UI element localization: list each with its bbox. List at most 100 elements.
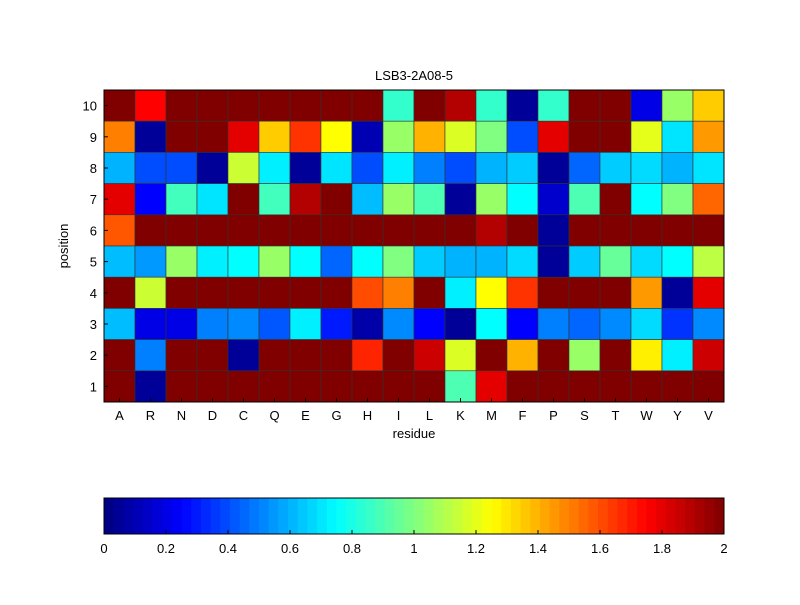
y-tick-label: 6	[90, 223, 97, 238]
colorbar-segment	[627, 498, 638, 534]
colorbar-segment	[520, 498, 531, 534]
cell-8-N	[165, 152, 198, 184]
cell-6-A	[103, 214, 136, 247]
x-tick-label: Y	[673, 408, 682, 423]
cell-1-V	[692, 370, 725, 403]
cell-5-Q	[258, 245, 291, 278]
cell-2-M	[475, 339, 508, 372]
cell-7-T	[599, 183, 632, 216]
cell-1-E	[289, 370, 322, 403]
cell-8-R	[134, 152, 167, 184]
colorbar-segment	[694, 498, 706, 534]
cell-4-A	[103, 276, 136, 309]
colorbar-segment	[714, 498, 725, 534]
y-tick-label: 10	[83, 99, 97, 114]
cell-5-P	[537, 245, 570, 278]
cell-8-A	[103, 152, 136, 184]
cell-9-Y	[661, 120, 694, 153]
cell-1-W	[630, 370, 663, 403]
y-tick-label: 4	[90, 286, 97, 301]
cell-5-L	[413, 245, 446, 278]
cell-8-Q	[258, 152, 291, 184]
colorbar-segment	[452, 498, 463, 534]
colorbar-segment	[375, 498, 386, 534]
cell-10-G	[320, 89, 353, 122]
colorbar-tick-labels: 0 0.2 0.4 0.6 0.8 1 1.2 1.4 1.6 1.8 2	[100, 530, 728, 556]
cell-5-E	[289, 245, 322, 278]
colorbar-segment	[210, 498, 221, 534]
y-axis-label: position	[56, 224, 71, 269]
colorbar-segment	[549, 498, 560, 534]
cell-10-W	[630, 89, 663, 122]
cell-8-K	[444, 152, 477, 184]
cell-3-T	[599, 308, 632, 340]
x-tick-label: F	[519, 408, 527, 423]
cell-6-E	[289, 214, 322, 247]
cell-7-Q	[258, 183, 291, 216]
colorbar-tick-label: 1.6	[591, 541, 609, 556]
cell-3-I	[382, 308, 415, 340]
cell-2-K	[444, 339, 477, 372]
cell-5-W	[630, 245, 663, 278]
cell-3-M	[475, 308, 508, 340]
colorbar-tick-label: 0.2	[157, 541, 175, 556]
cell-5-F	[506, 245, 539, 278]
cell-9-N	[165, 120, 198, 153]
cell-2-T	[599, 339, 632, 372]
cell-4-V	[692, 276, 725, 309]
cell-4-Y	[661, 276, 694, 309]
x-tick-label: L	[426, 408, 433, 423]
cell-8-P	[537, 152, 570, 184]
cell-2-E	[289, 339, 322, 372]
cell-3-Q	[258, 308, 291, 340]
x-tick-label: V	[704, 408, 713, 423]
cell-6-R	[134, 214, 167, 247]
cell-10-M	[475, 89, 508, 122]
cell-10-Y	[661, 89, 694, 122]
cell-4-D	[196, 276, 229, 309]
x-tick-label: H	[363, 408, 372, 423]
colorbar-segment	[578, 498, 589, 534]
colorbar-segment	[433, 498, 444, 534]
cell-8-V	[692, 152, 725, 184]
cell-10-S	[568, 89, 601, 122]
cell-4-L	[413, 276, 446, 309]
cell-10-P	[537, 89, 570, 122]
colorbar-segment	[278, 498, 289, 534]
cell-8-C	[227, 152, 260, 184]
cell-7-M	[475, 183, 508, 216]
colorbar-segment	[123, 498, 134, 534]
cell-2-N	[165, 339, 198, 372]
colorbar-segment	[220, 498, 231, 534]
chart-title: LSB3-2A08-5	[375, 68, 453, 83]
colorbar-segment	[607, 498, 618, 534]
cell-6-I	[382, 214, 415, 247]
y-tick-label: 5	[90, 255, 97, 270]
cell-4-P	[537, 276, 570, 309]
y-tick-label: 9	[90, 130, 97, 145]
cell-8-D	[196, 152, 229, 184]
cell-7-D	[196, 183, 229, 216]
cell-10-V	[692, 89, 725, 122]
cell-5-D	[196, 245, 229, 278]
cell-9-P	[537, 120, 570, 153]
x-tick-label: N	[177, 408, 186, 423]
colorbar	[104, 498, 725, 534]
colorbar-segment	[656, 498, 667, 534]
cell-7-P	[537, 183, 570, 216]
colorbar-segment	[588, 498, 599, 534]
cell-9-R	[134, 120, 167, 153]
cell-1-C	[227, 370, 260, 403]
cell-5-T	[599, 245, 632, 278]
cell-6-F	[506, 214, 539, 247]
colorbar-segment	[326, 498, 337, 534]
cell-4-T	[599, 276, 632, 309]
x-tick-label: M	[486, 408, 497, 423]
cell-5-Y	[661, 245, 694, 278]
cell-9-M	[475, 120, 508, 153]
cell-2-R	[134, 339, 167, 372]
cell-3-F	[506, 308, 539, 340]
cell-3-V	[692, 308, 725, 340]
colorbar-segment	[646, 498, 657, 534]
